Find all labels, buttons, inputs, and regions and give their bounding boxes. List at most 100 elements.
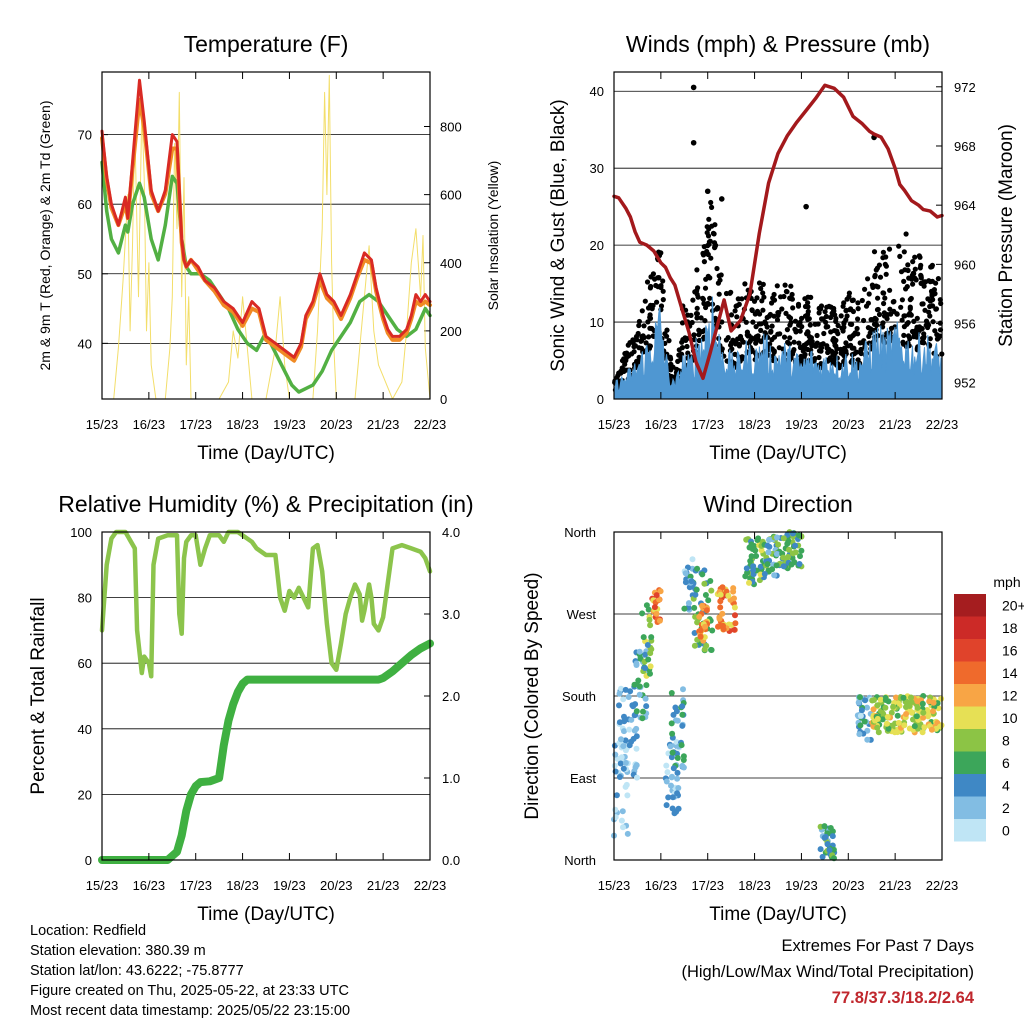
direction-point	[622, 686, 629, 693]
gust-point	[701, 259, 708, 265]
gust-point	[664, 333, 670, 339]
direction-point	[633, 708, 640, 715]
direction-point	[908, 709, 915, 716]
legend-label: 16	[1002, 642, 1018, 658]
direction-point	[709, 627, 716, 634]
location-text: Location: Redfield	[30, 923, 147, 939]
gust-point	[910, 281, 916, 287]
gust-point	[698, 315, 704, 321]
direction-point	[625, 694, 632, 700]
gust-point	[923, 322, 929, 328]
legend-label: 4	[1002, 777, 1010, 793]
gust-point	[719, 319, 725, 325]
gust-point	[707, 238, 713, 244]
humidity-y2tick-label: 3.0	[442, 607, 460, 622]
winds-xtick-label: 21/23	[879, 417, 912, 432]
direction-point	[645, 656, 652, 663]
gust-point	[694, 315, 700, 321]
winds-xtick-label: 16/23	[645, 417, 678, 432]
temperature-xtick-label: 22/23	[414, 417, 447, 432]
humidity-ytick-label: 100	[70, 525, 92, 540]
direction-point	[748, 541, 755, 548]
gust-point	[923, 318, 930, 324]
gust-point	[788, 319, 794, 326]
direction-point	[750, 563, 757, 570]
direction-point	[628, 716, 635, 723]
direction-point	[701, 646, 708, 653]
humidity-xtick-label: 22/23	[414, 878, 447, 893]
legend-swatch	[954, 661, 986, 684]
gust-point	[685, 312, 691, 318]
gust-point	[872, 274, 878, 280]
gust-point	[803, 341, 810, 347]
direction-point	[862, 697, 869, 704]
winds-ylabel: Sonic Wind & Gust (Blue, Black)	[548, 99, 569, 371]
direction-point	[671, 810, 678, 817]
direction-point	[643, 703, 650, 710]
humidity-y2tick-label: 1.0	[442, 771, 460, 786]
gust-point	[733, 303, 739, 309]
direction-point	[644, 642, 651, 648]
gust-point	[882, 295, 888, 301]
direction-point	[920, 714, 927, 721]
temperature-xtick-label: 18/23	[226, 417, 259, 432]
gust-point	[833, 318, 839, 324]
gust-point	[814, 332, 820, 339]
gust-point	[928, 264, 934, 270]
gust-point	[790, 305, 796, 311]
winds-xtick-label: 17/23	[691, 417, 724, 432]
gust-point	[701, 244, 707, 250]
direction-point	[663, 778, 670, 785]
direction-point	[871, 697, 877, 703]
gust-point	[897, 253, 903, 259]
gust-point	[701, 300, 707, 307]
gust-point	[712, 315, 718, 321]
gust-point	[778, 294, 784, 300]
gust-point	[868, 326, 874, 332]
temperature-y2label: Solar Insolation (Yellow)	[485, 161, 501, 311]
legend-swatch	[954, 616, 986, 639]
gust-point	[684, 343, 690, 350]
humidity-y2tick-label: 4.0	[442, 525, 460, 540]
winds-y2tick-label: 968	[954, 139, 976, 154]
direction-point	[640, 634, 647, 641]
gust-point	[859, 297, 865, 304]
gust-point	[879, 323, 885, 329]
winds-title: Winds (mph) & Pressure (mb)	[626, 31, 930, 57]
direction-point	[830, 846, 837, 853]
gust-point	[912, 254, 918, 260]
gust-point	[802, 303, 809, 310]
gust-point	[907, 304, 913, 310]
gust-point	[934, 336, 941, 342]
direction-point	[675, 805, 682, 812]
direction-point	[624, 830, 631, 837]
direction-point	[780, 535, 787, 542]
winds-xtick-label: 19/23	[785, 417, 818, 432]
gust-point	[693, 311, 700, 317]
direction-xtick-label: 21/23	[879, 878, 912, 893]
gust-point	[795, 301, 802, 307]
direction-point	[829, 833, 836, 840]
gust-point	[706, 216, 712, 222]
direction-point	[824, 841, 831, 847]
legend-label: 8	[1002, 732, 1010, 748]
gust-point	[861, 317, 867, 324]
gust-point	[649, 325, 655, 332]
gust-point	[660, 278, 666, 284]
gust-point	[896, 243, 902, 249]
gust-point	[880, 249, 887, 255]
direction-point	[630, 735, 637, 742]
direction-point	[893, 694, 899, 701]
direction-point	[875, 729, 882, 736]
gust-point	[929, 278, 936, 284]
direction-point	[620, 765, 627, 772]
gust-point	[799, 315, 805, 321]
gust-point	[750, 319, 756, 325]
humidity-ylabel: Percent & Total Rainfall	[28, 597, 49, 794]
direction-point	[707, 578, 714, 584]
direction-point	[668, 720, 675, 727]
humidity-title: Relative Humidity (%) & Precipitation (i…	[58, 491, 473, 517]
gust-point	[793, 329, 799, 335]
gust-point	[704, 224, 710, 230]
gust-point	[733, 340, 739, 346]
